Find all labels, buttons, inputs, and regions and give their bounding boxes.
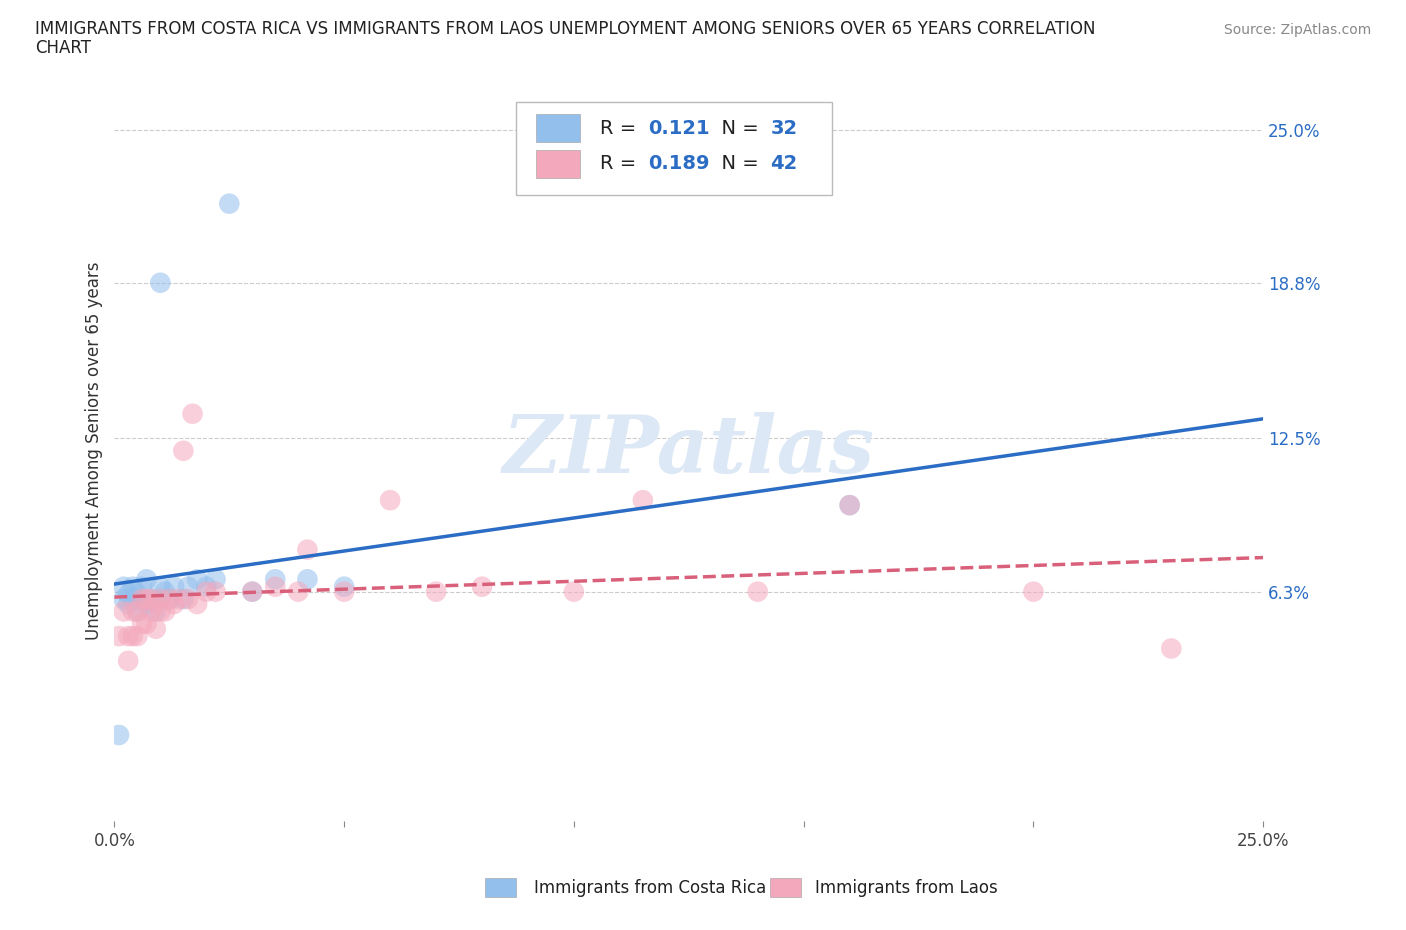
Text: 0.189: 0.189 bbox=[648, 154, 710, 173]
Point bbox=[121, 579, 143, 594]
Point bbox=[117, 596, 139, 611]
Point bbox=[204, 572, 226, 587]
Point bbox=[131, 591, 153, 606]
Point bbox=[121, 591, 143, 606]
Text: Immigrants from Laos: Immigrants from Laos bbox=[815, 879, 998, 897]
Point bbox=[112, 579, 135, 594]
Point bbox=[186, 596, 208, 611]
Point bbox=[297, 542, 319, 557]
Point bbox=[167, 591, 190, 606]
Point bbox=[153, 584, 176, 599]
Point bbox=[145, 604, 167, 618]
Point bbox=[378, 493, 401, 508]
Point bbox=[287, 584, 309, 599]
Point bbox=[297, 572, 319, 587]
Point bbox=[121, 604, 143, 618]
Point bbox=[1022, 584, 1045, 599]
Point bbox=[159, 591, 181, 606]
Text: Immigrants from Costa Rica: Immigrants from Costa Rica bbox=[534, 879, 766, 897]
Point bbox=[838, 498, 860, 512]
Bar bbox=[536, 114, 579, 142]
Point bbox=[264, 572, 287, 587]
Text: ZIPatlas: ZIPatlas bbox=[503, 412, 875, 489]
Point bbox=[163, 596, 186, 611]
Point bbox=[1160, 641, 1182, 656]
Point bbox=[195, 584, 218, 599]
Point bbox=[127, 629, 149, 644]
Point bbox=[149, 604, 172, 618]
Point bbox=[333, 579, 356, 594]
Point bbox=[127, 587, 149, 602]
Point bbox=[218, 196, 240, 211]
Point bbox=[135, 617, 157, 631]
Point bbox=[149, 591, 172, 606]
Point bbox=[562, 584, 585, 599]
Point bbox=[135, 596, 157, 611]
Text: N =: N = bbox=[710, 119, 765, 138]
Point bbox=[121, 629, 143, 644]
Point bbox=[163, 579, 186, 594]
Y-axis label: Unemployment Among Seniors over 65 years: Unemployment Among Seniors over 65 years bbox=[86, 261, 103, 640]
Point bbox=[131, 617, 153, 631]
Text: CHART: CHART bbox=[35, 39, 91, 57]
FancyBboxPatch shape bbox=[516, 102, 832, 195]
Point bbox=[159, 591, 181, 606]
Point bbox=[186, 572, 208, 587]
Point bbox=[172, 444, 194, 458]
Point bbox=[145, 621, 167, 636]
Text: 42: 42 bbox=[770, 154, 797, 173]
Point bbox=[141, 591, 163, 606]
Point bbox=[149, 591, 172, 606]
Bar bbox=[770, 878, 801, 897]
Text: IMMIGRANTS FROM COSTA RICA VS IMMIGRANTS FROM LAOS UNEMPLOYMENT AMONG SENIORS OV: IMMIGRANTS FROM COSTA RICA VS IMMIGRANTS… bbox=[35, 20, 1095, 38]
Point bbox=[149, 275, 172, 290]
Point bbox=[108, 629, 131, 644]
Point bbox=[177, 591, 200, 606]
Point bbox=[149, 579, 172, 594]
Text: N =: N = bbox=[710, 154, 765, 173]
Point bbox=[240, 584, 263, 599]
Point bbox=[240, 584, 263, 599]
Text: 32: 32 bbox=[770, 119, 797, 138]
Point bbox=[127, 604, 149, 618]
Point bbox=[425, 584, 447, 599]
Point bbox=[127, 604, 149, 618]
Point bbox=[838, 498, 860, 512]
Text: 0.121: 0.121 bbox=[648, 119, 710, 138]
Point bbox=[172, 591, 194, 606]
Text: R =: R = bbox=[600, 154, 643, 173]
Point bbox=[177, 579, 200, 594]
Point bbox=[112, 604, 135, 618]
Point bbox=[131, 591, 153, 606]
Point bbox=[141, 604, 163, 618]
Bar bbox=[536, 150, 579, 178]
Point bbox=[117, 629, 139, 644]
Point bbox=[135, 572, 157, 587]
Point bbox=[131, 579, 153, 594]
Point bbox=[471, 579, 494, 594]
Point bbox=[333, 584, 356, 599]
Point bbox=[108, 727, 131, 742]
Point bbox=[181, 406, 204, 421]
Text: Source: ZipAtlas.com: Source: ZipAtlas.com bbox=[1223, 23, 1371, 37]
Point bbox=[153, 604, 176, 618]
Point bbox=[117, 654, 139, 669]
Point bbox=[145, 596, 167, 611]
Point bbox=[631, 493, 654, 508]
Text: R =: R = bbox=[600, 119, 643, 138]
Point bbox=[747, 584, 769, 599]
Point bbox=[112, 591, 135, 606]
Point bbox=[264, 579, 287, 594]
Point bbox=[117, 587, 139, 602]
Point bbox=[195, 579, 218, 594]
Point bbox=[204, 584, 226, 599]
Bar bbox=[485, 878, 516, 897]
Point bbox=[141, 591, 163, 606]
Point bbox=[135, 591, 157, 606]
